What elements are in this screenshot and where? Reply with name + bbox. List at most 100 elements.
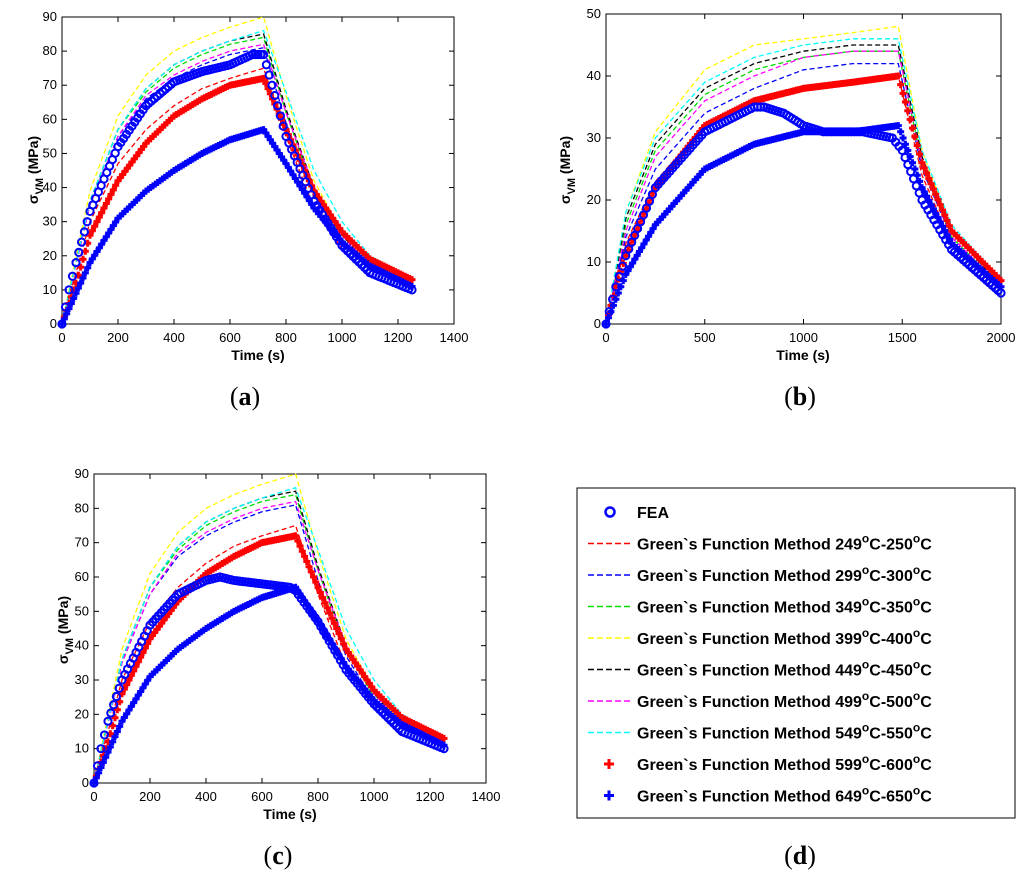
legend-label: Green`s Function Method 399oC-400oC	[637, 626, 932, 648]
x-tick-label: 1400	[440, 330, 469, 345]
degree-superscript: o	[913, 658, 920, 672]
star-point	[906, 115, 914, 123]
star-point	[943, 217, 951, 225]
star-point	[307, 568, 315, 576]
series-g349-b	[605, 50, 1002, 325]
caption-d: (d)	[784, 841, 816, 870]
star-point	[90, 779, 98, 787]
x-axis-label-b: Time (s)	[776, 347, 829, 363]
degree-superscript: o	[862, 752, 869, 766]
y-tick-label: 0	[594, 316, 601, 331]
star-point	[86, 231, 94, 239]
y-tick-label: 80	[75, 500, 89, 515]
fea-point	[71, 258, 81, 268]
legend-label: Green`s Function Method 649oC-650oC	[637, 784, 932, 806]
star-point	[134, 658, 142, 666]
dashed-line-g299	[605, 62, 1002, 325]
star-point	[602, 320, 610, 328]
series-g599-c	[90, 532, 448, 787]
x-tick-label: 800	[307, 789, 329, 804]
fea-point	[79, 227, 90, 237]
star-point	[88, 227, 96, 235]
star-point	[894, 122, 902, 130]
dashed-line-g549	[605, 38, 1002, 325]
y-tick-label: 80	[43, 43, 57, 58]
legend-label: Green`s Function Method 449oC-450oC	[637, 658, 932, 680]
y-tick-label: 20	[587, 192, 601, 207]
fea-point	[60, 302, 71, 312]
plot-frame-b	[605, 13, 1002, 325]
series-layer-b	[601, 25, 1006, 329]
series-layer-a	[57, 16, 417, 329]
star-point	[294, 537, 302, 545]
x-tick-label: 200	[139, 789, 161, 804]
degree-superscript: o	[862, 658, 869, 672]
star-point	[99, 758, 107, 766]
star-point	[337, 635, 345, 643]
legend-item-g549: Green`s Function Method 549oC-550oC	[588, 721, 932, 743]
legend-label: Green`s Function Method 249oC-250oC	[637, 532, 932, 554]
x-tick-label: 1000	[328, 330, 357, 345]
y-tick-label: 20	[75, 706, 89, 721]
axis-ticks-a: 0 200 400 600 800 1000 1200 1400 0 10 20 30 40 50 60 70…	[43, 9, 469, 345]
series-g549-c	[93, 486, 445, 784]
panel-a: 0 200 400 600 800 1000 1200 1400 0 10 20 30 40 50 60 70…	[25, 9, 468, 411]
fea-point	[82, 217, 92, 227]
legend-marker-star	[604, 790, 614, 801]
axis-ticks-c: 0 200 400 600 800 1000 1200 1400 0 10 20 30 40 50 60 70…	[75, 466, 501, 804]
y-tick-label: 40	[587, 68, 601, 83]
x-tick-label: 1200	[416, 789, 445, 804]
series-layer-c	[89, 473, 449, 788]
star-point	[916, 150, 924, 158]
legend-label: Green`s Function Method 549oC-550oC	[637, 721, 932, 743]
series-g249-c	[93, 524, 445, 784]
star-point	[927, 180, 935, 188]
fea-point	[611, 282, 621, 292]
star-point	[901, 140, 909, 148]
legend-item-g599: Green`s Function Method 599oC-600oC	[604, 752, 932, 774]
star-point	[63, 310, 71, 318]
star-point	[408, 276, 416, 284]
legend-label: Green`s Function Method 499oC-500oC	[637, 689, 932, 711]
y-tick-label: 50	[75, 603, 89, 618]
star-point	[939, 206, 947, 214]
dashed-line-g449	[93, 490, 445, 784]
star-point	[116, 722, 124, 730]
plot-frame-a	[61, 16, 455, 325]
x-tick-label: 0	[602, 330, 609, 345]
degree-superscript: o	[862, 721, 869, 735]
star-point	[111, 733, 119, 741]
fea-point	[106, 708, 116, 718]
star-point	[109, 722, 117, 730]
star-point	[298, 547, 306, 555]
fea-point	[278, 121, 288, 131]
star-point	[622, 252, 630, 260]
fea-point	[103, 716, 113, 726]
star-point	[899, 89, 907, 97]
degree-superscript: o	[862, 784, 869, 798]
star-point	[113, 706, 121, 714]
y-axis-label-a: σVM (MPa)	[25, 136, 46, 204]
star-point	[67, 300, 75, 308]
fea-point	[89, 778, 99, 788]
star-point	[936, 201, 944, 209]
star-point	[72, 289, 80, 297]
y-tick-label: 0	[50, 316, 57, 331]
dashed-line-g399	[61, 16, 413, 325]
degree-superscript: o	[862, 563, 869, 577]
y-tick-label: 0	[82, 775, 89, 790]
x-tick-label: 500	[694, 330, 716, 345]
fea-point	[273, 101, 283, 111]
series-g499-a	[61, 43, 413, 325]
y-tick-label: 30	[43, 214, 57, 229]
fea-point	[614, 271, 624, 282]
x-tick-label: 1200	[384, 330, 413, 345]
y-tick-label: 10	[587, 254, 601, 269]
star-point	[292, 532, 300, 540]
series-g649-c	[90, 583, 448, 787]
y-tick-label: 60	[43, 111, 57, 126]
star-point	[319, 594, 327, 602]
panel-c: 0 200 400 600 800 1000 1200 1400 0 10 20 30 40 50 60 70…	[55, 466, 500, 870]
fea-point	[99, 730, 110, 740]
star-point	[137, 653, 145, 661]
